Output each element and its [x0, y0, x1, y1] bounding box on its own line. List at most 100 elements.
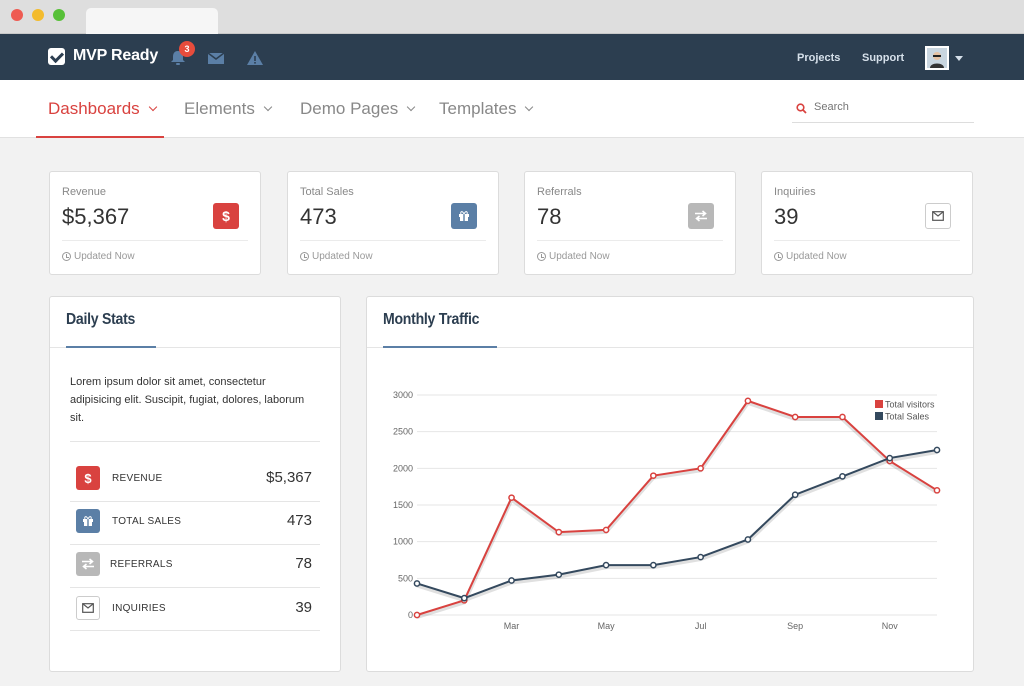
stat-value: $5,367	[62, 204, 130, 229]
stat-updated: Updated Now	[537, 251, 610, 262]
exchange-icon	[76, 552, 100, 576]
y-tick-label: 0	[408, 610, 413, 620]
row-label: REFERRALS	[110, 559, 173, 570]
stat-label: Inquiries	[774, 186, 816, 198]
series-line	[416, 399, 938, 616]
stat-value: 473	[300, 204, 337, 229]
data-point	[791, 491, 799, 499]
y-tick-label: 1500	[393, 500, 413, 510]
stat-updated-label: Updated Now	[549, 251, 610, 262]
panel-title-accent	[66, 346, 156, 348]
y-tick-label: 1000	[393, 537, 413, 547]
close-window-button[interactable]	[11, 9, 23, 21]
inquiries-stat-card: Inquiries 39 Updated Now	[761, 171, 973, 275]
nav-templates[interactable]: Templates	[439, 99, 534, 119]
minimize-window-button[interactable]	[32, 9, 44, 21]
stat-updated-label: Updated Now	[74, 251, 135, 262]
data-point	[508, 577, 515, 584]
divider	[62, 240, 248, 241]
stat-label: Referrals	[537, 186, 582, 198]
data-point	[697, 553, 704, 561]
data-point	[650, 472, 657, 480]
nav-elements-label: Elements	[184, 99, 255, 118]
dollar-icon: $	[213, 203, 239, 229]
x-tick-label: Nov	[882, 621, 899, 631]
chevron-down-icon	[263, 102, 273, 111]
stat-value: 39	[774, 204, 799, 229]
stat-updated: Updated Now	[62, 251, 135, 262]
envelope-icon	[76, 596, 100, 620]
search-box	[792, 97, 974, 123]
data-point	[602, 526, 610, 534]
checkbox-logo-icon	[48, 47, 65, 65]
stat-updated-label: Updated Now	[312, 251, 373, 262]
data-point	[508, 494, 515, 502]
avatar[interactable]	[925, 46, 949, 70]
notification-count-badge: 3	[179, 41, 195, 57]
data-point	[697, 464, 704, 472]
clock-icon	[62, 252, 71, 261]
stat-updated-label: Updated Now	[786, 251, 847, 262]
data-point	[886, 454, 894, 462]
data-point	[602, 561, 610, 569]
row-label: TOTAL SALES	[112, 516, 182, 527]
active-nav-indicator	[36, 136, 164, 138]
row-value: $5,367	[266, 469, 312, 486]
user-menu-caret-icon[interactable]	[955, 56, 963, 61]
nav-elements[interactable]: Elements	[184, 99, 273, 119]
search-input[interactable]	[814, 101, 964, 113]
divider	[70, 630, 320, 631]
row-value: 78	[295, 555, 312, 572]
clock-icon	[774, 252, 783, 261]
legend-label: Total visitors	[885, 400, 935, 410]
y-tick-label: 500	[398, 573, 413, 583]
divider	[70, 544, 320, 545]
support-link[interactable]: Support	[862, 52, 905, 64]
browser-tab[interactable]	[86, 8, 218, 34]
stat-label: Total Sales	[300, 186, 354, 198]
data-point	[460, 594, 468, 602]
chevron-down-icon	[407, 102, 416, 111]
data-point	[555, 571, 563, 579]
list-item: REFERRALS 78	[70, 545, 320, 588]
panel-title: Monthly Traffic	[383, 311, 480, 328]
dollar-icon: $	[76, 466, 100, 490]
monthly-traffic-chart: 0 500 1000 1500 2000 2500 3000 Mar May Jul Sep Nov T…	[393, 390, 941, 631]
envelope-icon[interactable]	[207, 50, 225, 66]
daily-stats-text: Lorem ipsum dolor sit amet, consectetur …	[70, 376, 305, 424]
x-tick-label: Jul	[695, 621, 707, 631]
monthly-traffic-panel: Monthly Traffic 0 500 1000 1500 2000 2500 3000…	[366, 296, 974, 672]
data-point	[839, 413, 846, 421]
legend-label: Total Sales	[885, 412, 930, 422]
data-point	[839, 473, 846, 480]
chevron-down-icon	[148, 102, 157, 111]
data-point	[650, 561, 657, 569]
data-point	[744, 397, 752, 405]
list-item: $ REVENUE $5,367	[70, 459, 320, 502]
referrals-stat-card: Referrals 78 Updated Now	[524, 171, 736, 275]
gift-icon	[76, 509, 100, 533]
stat-value: 78	[537, 204, 562, 229]
list-item: TOTAL SALES 473	[70, 502, 320, 545]
nav-dashboards[interactable]: Dashboards	[48, 99, 157, 119]
warning-icon[interactable]	[246, 50, 264, 66]
projects-link[interactable]: Projects	[797, 52, 841, 64]
x-tick-label: May	[598, 621, 616, 631]
revenue-stat-card: Revenue $5,367 $ Updated Now	[49, 171, 261, 275]
y-tick-label: 2000	[393, 463, 413, 473]
row-value: 473	[286, 512, 312, 529]
legend-swatch	[875, 400, 883, 408]
data-point	[933, 446, 941, 454]
nav-templates-label: Templates	[439, 99, 517, 118]
brand-logo[interactable]: MVP Ready	[48, 47, 158, 65]
total-sales-stat-card: Total Sales 473 Updated Now	[287, 171, 499, 275]
maximize-window-button[interactable]	[53, 9, 65, 21]
divider	[70, 441, 320, 442]
legend-swatch	[875, 412, 883, 420]
top-navbar: MVP Ready Projects Support	[0, 34, 1024, 80]
divider	[50, 347, 340, 348]
browser-chrome	[0, 0, 1024, 34]
row-value: 39	[295, 599, 312, 616]
data-point	[413, 580, 421, 587]
nav-demo-pages[interactable]: Demo Pages	[300, 99, 416, 119]
